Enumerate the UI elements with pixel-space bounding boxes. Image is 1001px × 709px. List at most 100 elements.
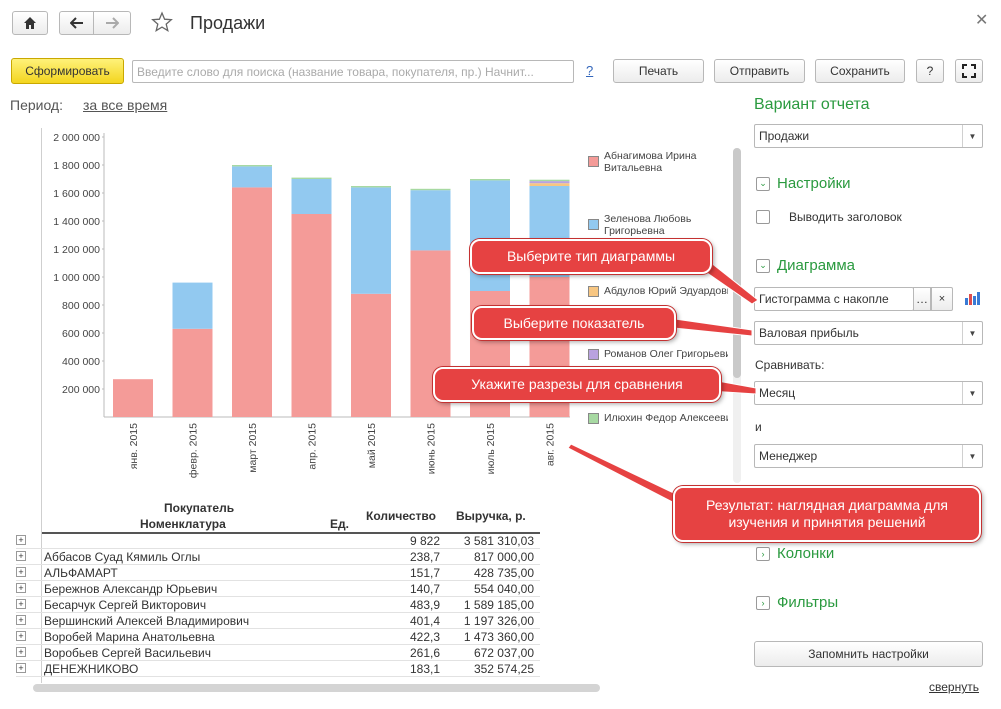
bar-segment	[113, 379, 153, 417]
table-row[interactable]: + Аббасов Суад Кямиль Оглы 238,7 817 000,00	[16, 549, 540, 565]
callout-slices: Укажите разрезы для сравнения	[433, 367, 721, 402]
chevron-right-icon[interactable]: ›	[756, 546, 770, 561]
expand-plus-icon[interactable]: +	[16, 599, 26, 609]
row-name: АЛЬФАМАРТ	[44, 566, 118, 580]
row-qty: 238,7	[409, 550, 440, 564]
table-hscrollbar[interactable]	[33, 684, 600, 692]
bar-segment	[410, 188, 451, 191]
show-header-checkbox[interactable]	[756, 210, 770, 224]
collapse-link[interactable]: свернуть	[929, 680, 979, 694]
chevron-down-icon[interactable]: ⌄	[756, 176, 770, 191]
table-row[interactable]: + ДЕНЕЖНИКОВО 183,1 352 574,25	[16, 661, 540, 677]
y-tick-label: 400 000	[62, 356, 100, 368]
columns-section[interactable]: › Колонки	[756, 545, 834, 562]
chart-scrollbar-thumb[interactable]	[733, 148, 741, 378]
expand-plus-icon[interactable]: +	[16, 615, 26, 625]
x-tick-label: апр. 2015	[307, 423, 319, 470]
table-header-revenue: Выручка, р.	[456, 509, 526, 523]
close-icon[interactable]: ✕	[975, 12, 989, 29]
variant-title: Вариант отчета	[754, 96, 870, 113]
table-header-buyer: Покупатель	[164, 501, 235, 515]
chart-section[interactable]: ⌄ Диаграмма	[756, 257, 855, 274]
expand-plus-icon[interactable]: +	[16, 583, 26, 593]
print-button[interactable]: Печать	[613, 59, 704, 83]
search-input[interactable]: Введите слово для поиска (название товар…	[132, 60, 574, 83]
x-tick-label: авг. 2015	[545, 423, 557, 466]
bar-segment	[172, 328, 213, 417]
filters-section[interactable]: › Фильтры	[756, 594, 838, 611]
dropdown-arrow-icon[interactable]: ▼	[962, 322, 982, 344]
period-label: Период:	[10, 97, 63, 113]
callout-result: Результат: наглядная диаграмма для изуче…	[673, 486, 981, 542]
legend-item: Абдулов Юрий Эдуардович	[588, 285, 728, 299]
chart-type-clear-button[interactable]: ×	[931, 287, 953, 311]
bar-segment	[351, 186, 391, 188]
favorite-star-icon[interactable]	[151, 11, 173, 33]
chevron-right-icon[interactable]: ›	[756, 595, 770, 610]
period-value-link[interactable]: за все время	[83, 97, 168, 113]
table-row[interactable]: + Бесарчук Сергей Викторович 483,9 1 589 18…	[16, 597, 540, 613]
indicator-select[interactable]: Валовая прибыль ▼	[754, 321, 983, 345]
row-qty: 483,9	[409, 598, 440, 612]
dropdown-arrow-icon[interactable]: ▼	[962, 445, 982, 467]
compare-select-2[interactable]: Менеджер ▼	[754, 444, 983, 468]
fullscreen-button[interactable]	[955, 59, 983, 83]
chevron-down-icon[interactable]: ⌄	[756, 258, 770, 273]
dropdown-arrow-icon[interactable]: ▼	[962, 125, 982, 147]
row-qty: 183,1	[409, 662, 440, 676]
table-header-nomenclature: Номенклатура	[140, 517, 226, 531]
y-tick-label: 1 600 000	[53, 188, 100, 200]
expand-plus-icon[interactable]: +	[16, 647, 26, 657]
legend-swatch	[588, 349, 599, 360]
bar-segment	[529, 179, 570, 182]
bar-segment	[410, 190, 451, 251]
y-tick-label: 1 000 000	[53, 272, 100, 284]
row-revenue: 817 000,00	[473, 550, 534, 564]
arrow-right-icon	[106, 17, 119, 29]
y-tick-label: 800 000	[62, 300, 100, 312]
settings-section[interactable]: ⌄ Настройки	[756, 175, 851, 192]
expand-icon	[962, 64, 976, 78]
chart-settings-icon[interactable]	[964, 290, 982, 309]
remember-settings-button[interactable]: Запомнить настройки	[754, 641, 983, 667]
expand-plus-icon[interactable]: +	[16, 535, 26, 545]
table-header-unit: Ед.	[330, 517, 349, 531]
bar-segment	[291, 179, 332, 214]
callout-chart-type: Выберите тип диаграммы	[470, 239, 712, 274]
expand-plus-icon[interactable]: +	[16, 663, 26, 673]
legend-swatch	[588, 286, 599, 297]
expand-plus-icon[interactable]: +	[16, 551, 26, 561]
home-icon	[24, 17, 36, 29]
window-title: Продажи	[190, 13, 266, 33]
table-row[interactable]: + Бережнов Александр Юрьевич 140,7 554 040,…	[16, 581, 540, 597]
table-row[interactable]: + Вершинский Алексей Владимирович 401,4 1 1…	[16, 613, 540, 629]
search-help-link[interactable]: ?	[586, 63, 594, 78]
send-button[interactable]: Отправить	[714, 59, 805, 83]
back-button[interactable]	[59, 11, 94, 35]
forward-button[interactable]	[94, 11, 131, 35]
chart-type-select-button[interactable]: …	[913, 287, 931, 311]
bar-segment	[232, 187, 272, 417]
variant-select[interactable]: Продажи ▼	[754, 124, 983, 148]
expand-plus-icon[interactable]: +	[16, 567, 26, 577]
dropdown-arrow-icon[interactable]: ▼	[962, 382, 982, 404]
chart-type-field[interactable]: Гистограмма с накопле	[754, 287, 914, 311]
row-qty: 140,7	[409, 582, 440, 596]
y-tick-label: 1 200 000	[53, 244, 100, 256]
row-revenue: 672 037,00	[473, 646, 534, 660]
row-revenue: 1 473 360,00	[463, 630, 534, 644]
row-qty: 151,7	[409, 566, 440, 580]
compare-label: Сравнивать:	[755, 358, 825, 372]
save-button[interactable]: Сохранить	[815, 59, 905, 83]
table-row[interactable]: + АЛЬФАМАРТ 151,7 428 735,00	[16, 565, 540, 581]
home-button[interactable]	[12, 11, 48, 35]
expand-plus-icon[interactable]: +	[16, 631, 26, 641]
table-row[interactable]: + Воробьев Сергей Васильевич 261,6 672 037,…	[16, 645, 540, 661]
help-button[interactable]: ?	[916, 59, 944, 83]
generate-button[interactable]: Сформировать	[11, 58, 124, 84]
bar-segment	[291, 214, 332, 417]
chart-scrollbar[interactable]	[733, 148, 741, 483]
table-row[interactable]: + Воробей Марина Анатольевна 422,3 1 473 36…	[16, 629, 540, 645]
compare-select-1[interactable]: Месяц ▼	[754, 381, 983, 405]
